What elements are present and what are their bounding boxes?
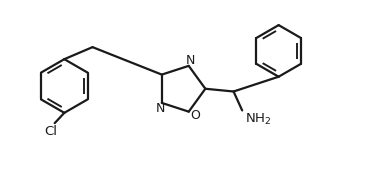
Text: NH$_2$: NH$_2$ — [245, 112, 271, 127]
Text: N: N — [186, 54, 195, 67]
Text: Cl: Cl — [44, 125, 57, 138]
Text: O: O — [190, 109, 200, 122]
Text: N: N — [156, 101, 165, 115]
